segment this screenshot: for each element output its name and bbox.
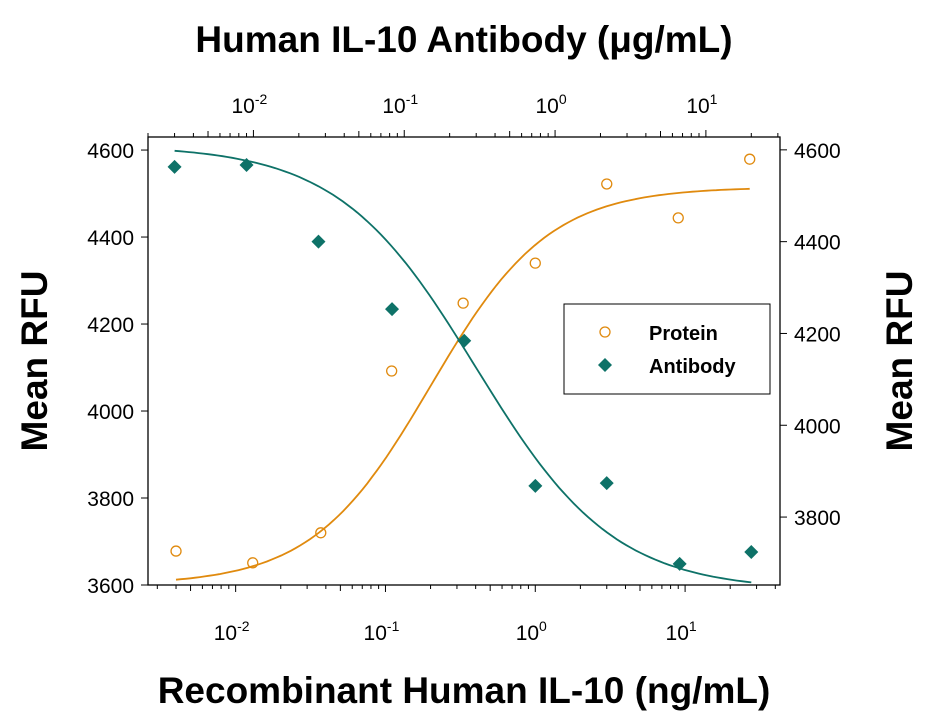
bottom-axis-title: Recombinant Human IL-10 (ng/mL) bbox=[158, 670, 771, 711]
antibody-data-point bbox=[167, 159, 182, 174]
protein-data-point bbox=[457, 297, 469, 309]
antibody-fit-curve bbox=[174, 149, 752, 584]
plot-frame bbox=[147, 136, 781, 586]
protein-data-point bbox=[315, 527, 327, 539]
right-axis-tick-label: 4400 bbox=[794, 232, 841, 255]
top-axis-tick-label: 100 bbox=[535, 91, 566, 118]
left-axis-tick-label: 4400 bbox=[87, 227, 134, 250]
right-axis-tick-label: 3800 bbox=[794, 507, 841, 530]
right-axis-tick-label: 4000 bbox=[794, 415, 841, 438]
protein-data-point bbox=[744, 153, 756, 165]
protein-data-point bbox=[170, 545, 182, 557]
left-axis-tick-label: 4200 bbox=[87, 314, 134, 337]
protein-data-point bbox=[601, 178, 613, 190]
right-axis-tick-label: 4600 bbox=[794, 140, 841, 163]
protein-data-point bbox=[247, 557, 259, 569]
legend-marker-protein bbox=[599, 326, 611, 338]
legend-marker-antibody bbox=[598, 358, 612, 372]
top-axis-title: Human IL-10 Antibody (μg/mL) bbox=[195, 19, 732, 60]
antibody-data-point bbox=[311, 234, 326, 249]
left-axis-title: Mean RFU bbox=[14, 271, 55, 452]
protein-data-point bbox=[529, 257, 541, 269]
legend: Protein Antibody bbox=[563, 303, 771, 395]
antibody-data-point bbox=[385, 302, 400, 317]
bottom-axis-tick-label: 10-1 bbox=[364, 618, 400, 645]
antibody-data-point bbox=[672, 556, 687, 571]
top-axis-tick-label: 101 bbox=[686, 91, 717, 118]
top-axis-tick-label: 10-1 bbox=[382, 91, 418, 118]
legend-label-protein: Protein bbox=[649, 323, 718, 345]
legend-box bbox=[563, 303, 771, 395]
antibody-data-point bbox=[599, 476, 614, 491]
antibody-data-point bbox=[744, 544, 759, 559]
bottom-axis-tick-label: 101 bbox=[666, 618, 697, 645]
bottom-axis-tick-label: 10-2 bbox=[214, 618, 250, 645]
top-axis-tick-label: 10-2 bbox=[232, 91, 268, 118]
left-axis-tick-label: 4600 bbox=[87, 140, 134, 163]
antibody-data-point bbox=[239, 158, 254, 172]
left-axis-tick-label: 3800 bbox=[87, 488, 134, 511]
left-axis-tick-label: 3600 bbox=[87, 575, 134, 598]
protein-data-point bbox=[386, 365, 398, 377]
left-axis-tick-label: 4000 bbox=[87, 401, 134, 424]
bottom-axis-tick-label: 100 bbox=[516, 618, 547, 645]
antibody-data-point bbox=[528, 478, 543, 493]
right-axis-title: Mean RFU bbox=[879, 271, 920, 452]
antibody-data-point bbox=[457, 333, 472, 348]
legend-label-antibody: Antibody bbox=[649, 356, 737, 378]
right-axis-tick-label: 4200 bbox=[794, 323, 841, 346]
protein-data-point bbox=[672, 212, 684, 224]
protein-fit-curve bbox=[175, 187, 750, 581]
